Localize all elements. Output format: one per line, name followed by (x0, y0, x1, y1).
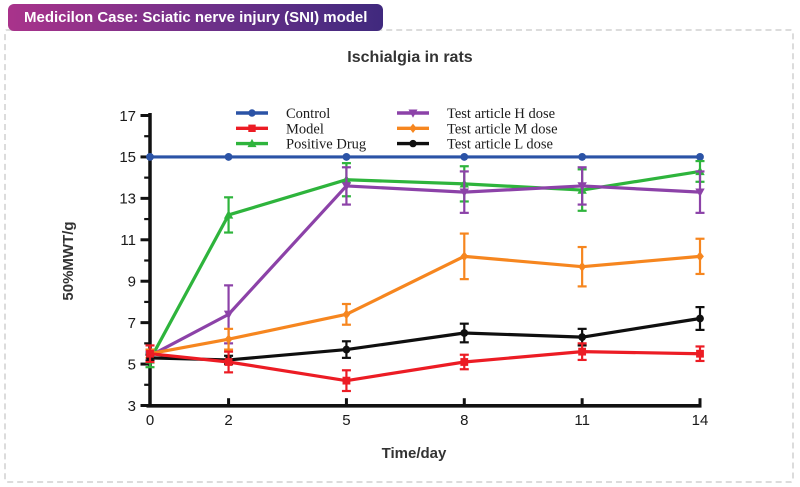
legend-item-control: Control (236, 106, 330, 122)
y-tick-label: 15 (119, 149, 136, 166)
x-tick-label: 5 (342, 412, 350, 429)
legend-triangle-up-marker (247, 138, 257, 148)
chart-title: Ischialgia in rats (347, 49, 473, 66)
circle-marker (696, 314, 704, 323)
circle-marker (224, 153, 233, 161)
series-line (149, 254, 701, 356)
x-axis-title: Time/day (382, 445, 447, 462)
legend-circle-marker (409, 139, 417, 148)
series-test-article-m-dose (145, 232, 705, 359)
series-control (146, 153, 704, 161)
legend-item-test-article-m-dose: Test article M dose (397, 121, 558, 137)
circle-marker (578, 153, 587, 161)
triangle-down-marker (341, 182, 352, 191)
legend-item-test-article-h-dose: Test article H dose (397, 106, 555, 122)
square-marker (696, 349, 704, 358)
x-tick-label: 14 (692, 412, 709, 429)
legend-item-model: Model (236, 121, 324, 137)
legend-item-positive-drug: Positive Drug (236, 137, 366, 153)
legend-circle-marker (248, 109, 256, 117)
case-badge-label: Medicilon Case: Sciatic nerve injury (SN… (24, 9, 368, 26)
legend-label: Test article L dose (447, 137, 553, 153)
y-tick-label: 11 (120, 232, 136, 249)
y-tick-label: 3 (128, 398, 136, 415)
y-tick-label: 9 (128, 273, 136, 290)
triangle-down-marker (223, 310, 234, 320)
series-line (149, 184, 701, 358)
legend-item-test-article-l-dose: Test article L dose (397, 137, 553, 153)
case-badge: Medicilon Case: Sciatic nerve injury (SN… (8, 4, 384, 31)
x-tick-label: 2 (224, 412, 232, 429)
legend-label: Control (286, 106, 330, 122)
circle-marker (460, 153, 469, 161)
diamond-marker (696, 251, 704, 262)
circle-marker (696, 153, 704, 161)
legend-diamond-marker (409, 123, 417, 133)
y-tick-label: 5 (128, 356, 136, 373)
square-marker (460, 358, 469, 366)
legend-label: Test article H dose (447, 106, 555, 122)
triangle-down-marker (695, 188, 705, 198)
x-tick-label: 8 (460, 412, 468, 429)
triangle-up-marker (223, 210, 234, 219)
diamond-marker (578, 261, 587, 272)
x-tick-label: 0 (146, 412, 154, 429)
y-tick-label: 17 (119, 108, 136, 125)
legend-label: Positive Drug (286, 137, 366, 153)
diamond-marker (342, 309, 351, 320)
circle-marker (460, 329, 469, 337)
legend-label: Model (286, 121, 324, 137)
diamond-marker (224, 334, 233, 345)
legend-square-marker (248, 124, 256, 132)
legend-label: Test article M dose (447, 121, 558, 137)
square-marker (224, 358, 233, 366)
legend-triangle-down-marker (408, 109, 418, 118)
x-tick-label: 11 (574, 412, 590, 429)
square-marker (342, 376, 351, 385)
square-marker (146, 349, 154, 358)
diamond-marker (460, 251, 469, 262)
series-model (145, 342, 705, 393)
circle-marker (342, 153, 351, 161)
y-tick-label: 7 (128, 315, 136, 332)
series-line (149, 350, 701, 383)
y-axis-title: 50%MWT/g (60, 221, 77, 300)
triangle-down-marker (577, 182, 587, 191)
y-tick-label: 13 (119, 191, 136, 208)
square-marker (578, 347, 587, 356)
circle-marker (342, 345, 351, 354)
triangle-down-marker (459, 188, 469, 198)
circle-marker (578, 333, 587, 342)
circle-marker (146, 153, 154, 161)
